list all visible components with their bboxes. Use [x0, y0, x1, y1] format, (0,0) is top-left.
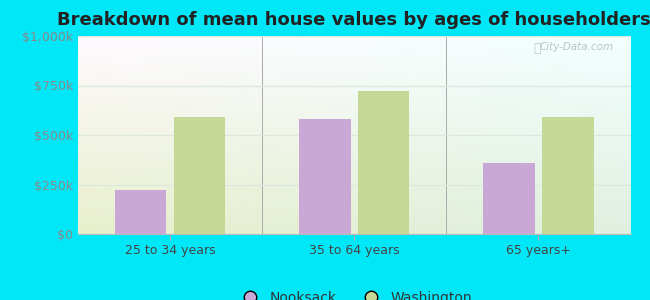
Bar [358, 92, 410, 234]
Text: ⦿: ⦿ [534, 42, 541, 55]
Text: City-Data.com: City-Data.com [540, 42, 614, 52]
Title: Breakdown of mean house values by ages of householders: Breakdown of mean house values by ages o… [57, 11, 650, 29]
Bar [174, 117, 226, 234]
Bar [542, 117, 593, 234]
Bar [115, 190, 166, 234]
Legend: Nooksack, Washington: Nooksack, Washington [231, 285, 478, 300]
Bar [299, 119, 350, 234]
Bar [483, 163, 535, 234]
